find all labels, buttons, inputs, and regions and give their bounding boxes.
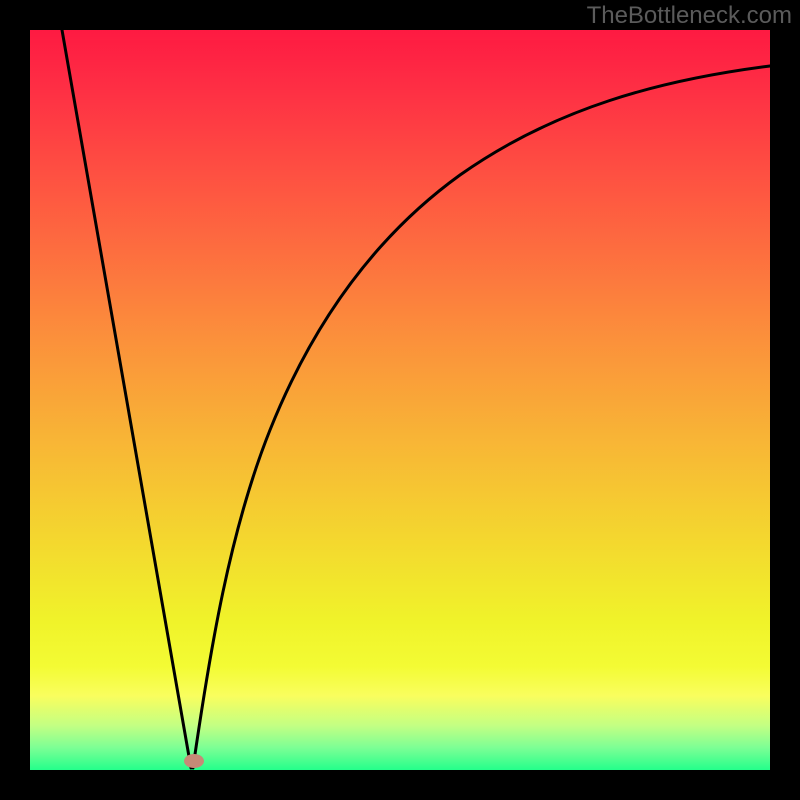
bottleneck-chart: TheBottleneck.com — [0, 0, 800, 800]
optimal-marker — [184, 754, 204, 768]
chart-svg — [0, 0, 800, 800]
plot-area — [30, 30, 770, 770]
watermark-text: TheBottleneck.com — [587, 2, 792, 30]
